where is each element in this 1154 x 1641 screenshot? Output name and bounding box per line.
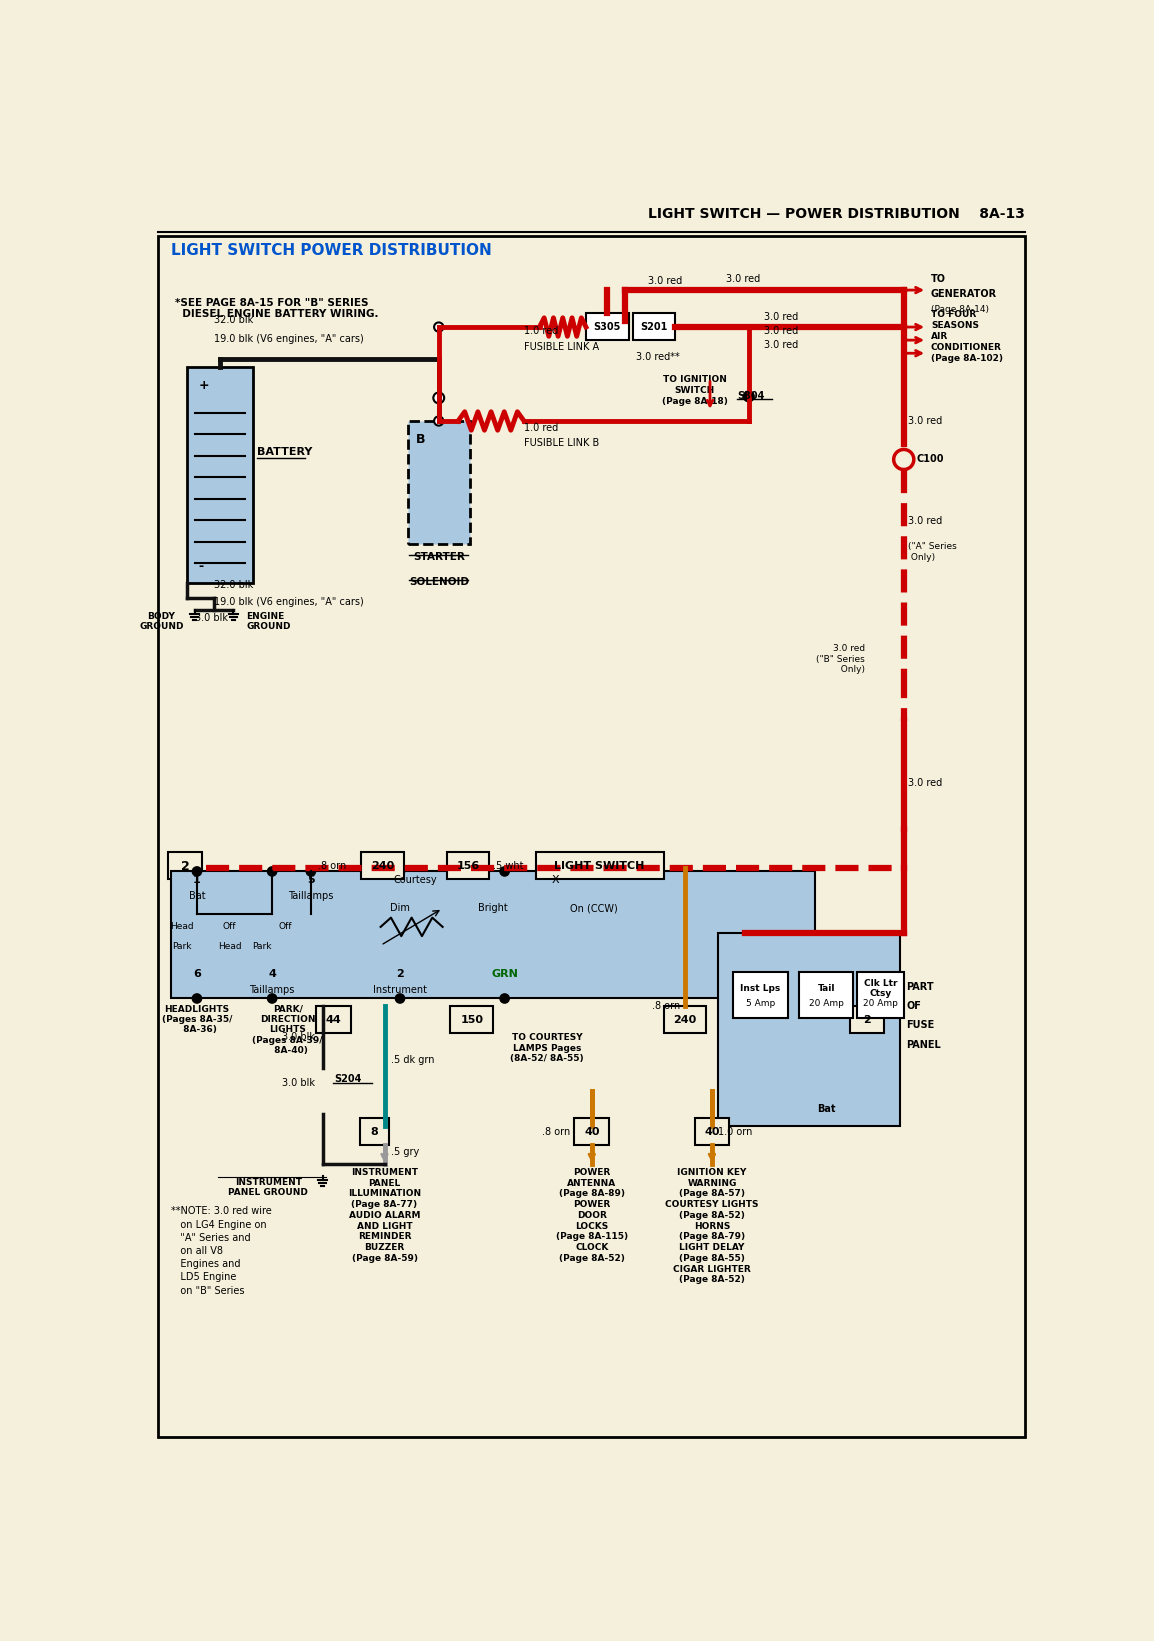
Circle shape — [193, 866, 202, 876]
Text: 32.0 blk: 32.0 blk — [213, 315, 253, 325]
Bar — [733, 971, 787, 1017]
Text: .8 orn: .8 orn — [652, 1001, 680, 1011]
Text: GRN: GRN — [492, 970, 518, 980]
Circle shape — [193, 994, 202, 1003]
Text: Bright: Bright — [478, 904, 508, 914]
Bar — [857, 971, 904, 1017]
Text: Instrument: Instrument — [373, 985, 427, 994]
Bar — [664, 1006, 706, 1034]
Text: .5 gry: .5 gry — [391, 1147, 419, 1157]
Bar — [167, 852, 202, 880]
Text: Courtesy: Courtesy — [394, 875, 437, 884]
Circle shape — [433, 392, 444, 404]
Text: 44: 44 — [325, 1016, 342, 1026]
Text: PART: PART — [906, 981, 934, 991]
Text: 20 Amp: 20 Amp — [809, 999, 844, 1008]
Text: X: X — [552, 875, 559, 884]
Text: .5 dk grn: .5 dk grn — [391, 1055, 434, 1065]
Text: 8: 8 — [370, 1127, 379, 1137]
Text: LIGHT SWITCH POWER DISTRIBUTION: LIGHT SWITCH POWER DISTRIBUTION — [172, 243, 492, 258]
Circle shape — [550, 866, 560, 876]
Text: Taillamps: Taillamps — [249, 985, 294, 994]
Text: PANEL: PANEL — [906, 1040, 941, 1050]
Text: Park: Park — [172, 942, 192, 952]
Text: TO IGNITION
SWITCH
(Page 8A-18): TO IGNITION SWITCH (Page 8A-18) — [661, 374, 727, 405]
Text: .8 orn: .8 orn — [317, 862, 346, 871]
Text: 5 Amp: 5 Amp — [745, 999, 775, 1008]
Circle shape — [500, 994, 509, 1003]
Bar — [799, 971, 853, 1017]
Text: 3.0 red: 3.0 red — [764, 312, 799, 322]
Text: S201: S201 — [640, 322, 667, 331]
Text: 4: 4 — [268, 970, 276, 980]
Text: (Page 8A-14): (Page 8A-14) — [931, 305, 989, 313]
Text: FUSIBLE LINK B: FUSIBLE LINK B — [524, 438, 599, 448]
Bar — [447, 852, 489, 880]
Text: Bat: Bat — [817, 1104, 835, 1114]
Text: Head: Head — [170, 922, 193, 932]
Bar — [695, 1118, 729, 1145]
Text: 156: 156 — [456, 862, 479, 871]
Text: Off: Off — [278, 922, 292, 932]
Text: 3.0 blk: 3.0 blk — [282, 1032, 315, 1042]
Text: SOLENOID: SOLENOID — [409, 576, 469, 586]
Text: On (CCW): On (CCW) — [570, 904, 617, 914]
Text: 2: 2 — [396, 970, 404, 980]
Text: S305: S305 — [593, 322, 621, 331]
Text: 2: 2 — [863, 1016, 871, 1026]
Text: 3.0 blk: 3.0 blk — [282, 1078, 315, 1088]
Bar — [575, 1118, 609, 1145]
Text: IGNITION KEY
WARNING
(Page 8A-57)
COURTESY LIGHTS
(Page 8A-52)
HORNS
(Page 8A-79: IGNITION KEY WARNING (Page 8A-57) COURTE… — [665, 1168, 758, 1285]
Text: **NOTE: 3.0 red wire
   on LG4 Engine on
   "A" Series and
   on all V8
   Engin: **NOTE: 3.0 red wire on LG4 Engine on "A… — [172, 1206, 272, 1296]
Bar — [718, 934, 900, 1126]
Text: 3.0 red: 3.0 red — [649, 276, 682, 286]
Text: 240: 240 — [370, 862, 395, 871]
Text: Park: Park — [253, 942, 272, 952]
Text: GENERATOR: GENERATOR — [931, 289, 997, 299]
Text: 40: 40 — [584, 1127, 600, 1137]
Circle shape — [500, 866, 509, 876]
Text: TO COURTESY
LAMPS Pages
(8A-52/ 8A-55): TO COURTESY LAMPS Pages (8A-52/ 8A-55) — [510, 1034, 584, 1063]
Text: INSTRUMENT
PANEL GROUND: INSTRUMENT PANEL GROUND — [228, 1178, 308, 1198]
Text: 3.0 red**: 3.0 red** — [636, 351, 680, 361]
Bar — [535, 852, 664, 880]
Text: *SEE PAGE 8A-15 FOR "B" SERIES
  DIESEL ENGINE BATTERY WIRING.: *SEE PAGE 8A-15 FOR "B" SERIES DIESEL EN… — [175, 297, 379, 320]
Text: OF: OF — [906, 1001, 921, 1011]
Text: 1: 1 — [193, 875, 201, 884]
Text: LIGHT SWITCH — POWER DISTRIBUTION    8A-13: LIGHT SWITCH — POWER DISTRIBUTION 8A-13 — [647, 207, 1025, 222]
Bar — [849, 1006, 884, 1034]
Text: 19.0 blk (V6 engines, "A" cars): 19.0 blk (V6 engines, "A" cars) — [213, 597, 364, 607]
Bar — [586, 313, 629, 340]
Text: Head: Head — [218, 942, 241, 952]
Circle shape — [306, 866, 315, 876]
Text: FUSIBLE LINK A: FUSIBLE LINK A — [524, 341, 599, 351]
Text: 150: 150 — [460, 1016, 484, 1026]
Text: Clk Ltr
Ctsy: Clk Ltr Ctsy — [863, 978, 898, 998]
Text: S204: S204 — [335, 1075, 361, 1085]
Text: PARK/
DIRECTION
LIGHTS
(Pages 8A-39/
  8A-40): PARK/ DIRECTION LIGHTS (Pages 8A-39/ 8A-… — [253, 1004, 323, 1055]
Bar — [450, 1006, 493, 1034]
Text: 40: 40 — [704, 1127, 720, 1137]
Text: 19.0 blk (V6 engines, "A" cars): 19.0 blk (V6 engines, "A" cars) — [213, 335, 364, 345]
Text: INSTRUMENT
PANEL
ILLUMINATION
(Page 8A-77)
AUDIO ALARM
AND LIGHT
REMINDER
BUZZER: INSTRUMENT PANEL ILLUMINATION (Page 8A-7… — [349, 1168, 421, 1264]
Bar — [316, 1006, 351, 1034]
Bar — [360, 1118, 389, 1145]
Text: 20 Amp: 20 Amp — [863, 999, 898, 1008]
Text: S304: S304 — [737, 391, 764, 402]
Text: Taillamps: Taillamps — [288, 891, 334, 901]
Text: 3.0 red: 3.0 red — [908, 515, 942, 527]
Text: -: - — [198, 561, 203, 573]
Text: .5 wht: .5 wht — [493, 862, 524, 871]
Text: 6: 6 — [193, 970, 201, 980]
Text: HEADLIGHTS
(Pages 8A-35/
  8A-36): HEADLIGHTS (Pages 8A-35/ 8A-36) — [162, 1004, 232, 1034]
Circle shape — [434, 417, 443, 425]
Text: 1.0 red: 1.0 red — [524, 422, 559, 433]
Circle shape — [396, 866, 405, 876]
Text: B: B — [415, 433, 425, 446]
Circle shape — [743, 391, 755, 402]
Text: 3.0 red: 3.0 red — [764, 340, 799, 350]
Text: +: + — [198, 379, 209, 392]
Bar — [361, 852, 404, 880]
Text: LIGHT SWITCH: LIGHT SWITCH — [554, 862, 645, 871]
Text: 3.0 red: 3.0 red — [764, 327, 799, 336]
